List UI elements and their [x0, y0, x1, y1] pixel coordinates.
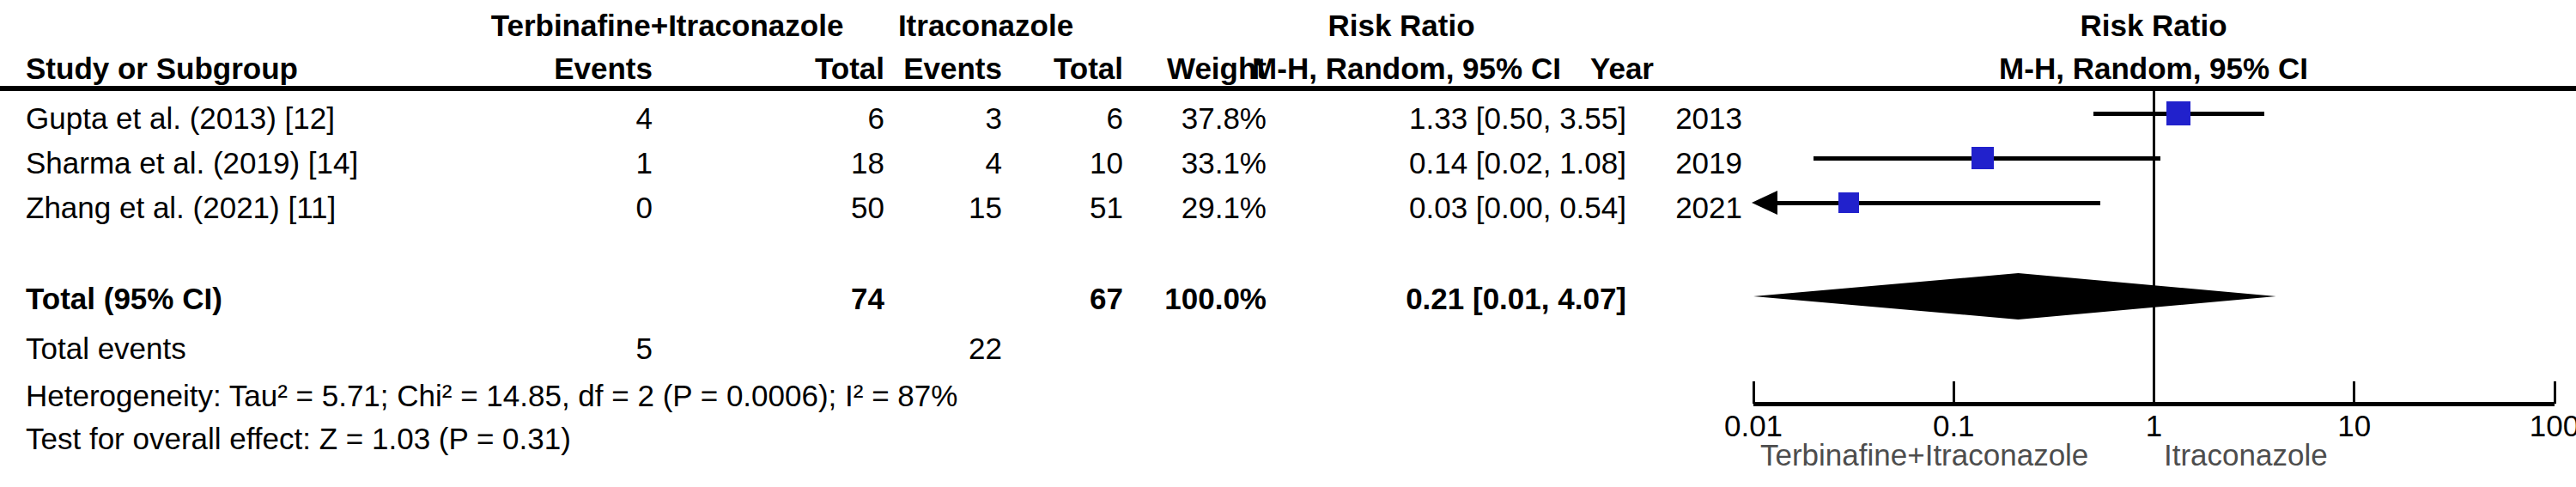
- x-axis-tick-label: 100: [2530, 407, 2576, 445]
- year-value: 2021: [1675, 187, 1742, 228]
- header-year: Year: [1590, 48, 1654, 89]
- total-control-sum: 67: [1090, 278, 1123, 320]
- favours-control-label: Itraconazole: [2164, 436, 2328, 474]
- weight-value: 37.8%: [1182, 98, 1267, 139]
- total-events-treatment: 5: [636, 328, 653, 369]
- study-name: Sharma et al. (2019) [14]: [26, 143, 358, 184]
- total-treatment-value: 18: [851, 143, 884, 184]
- header-total-control: Total: [1054, 48, 1123, 89]
- effect-square: [1971, 147, 1994, 169]
- overall-effect-stats: Test for overall effect: Z = 1.03 (P = 0…: [26, 418, 571, 460]
- x-axis-tick: [1753, 381, 1755, 404]
- header-events-treatment: Events: [554, 48, 653, 89]
- effect-square: [1838, 192, 1859, 213]
- total-treatment-sum: 74: [851, 278, 884, 320]
- study-name: Zhang et al. (2021) [11]: [26, 187, 336, 228]
- total-weight: 100.0%: [1164, 278, 1267, 320]
- header-study-or-subgroup: Study or Subgroup: [26, 48, 298, 89]
- header-total-treatment: Total: [815, 48, 884, 89]
- forest-plot-figure: Terbinafine+Itraconazole Itraconazole Ri…: [0, 0, 2576, 487]
- reference-line-rr1: [2153, 89, 2155, 406]
- total-events-control: 22: [969, 328, 1002, 369]
- header-events-control: Events: [903, 48, 1002, 89]
- events-treatment-value: 1: [636, 143, 653, 184]
- ci-line: [1764, 201, 2100, 205]
- x-axis-tick-label: 10: [2337, 407, 2371, 445]
- year-value: 2019: [1675, 143, 1742, 184]
- total-control-value: 10: [1090, 143, 1123, 184]
- header-group-treatment: Terbinafine+Itraconazole: [491, 5, 844, 46]
- total-control-value: 6: [1107, 98, 1123, 139]
- total-treatment-value: 50: [851, 187, 884, 228]
- header-method-text-column: M-H, Random, 95% CI: [1252, 48, 1561, 89]
- events-control-value: 15: [969, 187, 1002, 228]
- risk-ratio-ci-value: 1.33 [0.50, 3.55]: [1409, 98, 1626, 139]
- header-method-plot-column: M-H, Random, 95% CI: [1999, 48, 2308, 89]
- effect-square: [2166, 101, 2190, 125]
- risk-ratio-ci-value: 0.14 [0.02, 1.08]: [1409, 143, 1626, 184]
- x-axis-tick: [2554, 381, 2556, 404]
- pooled-risk-ratio-ci: 0.21 [0.01, 4.07]: [1406, 278, 1626, 320]
- favours-treatment-label: Terbinafine+Itraconazole: [1760, 436, 2088, 474]
- study-name: Gupta et al. (2013) [12]: [26, 98, 335, 139]
- header-separator-line: [0, 86, 2576, 91]
- heterogeneity-stats: Heterogeneity: Tau² = 5.71; Chi² = 14.85…: [26, 375, 957, 417]
- events-control-value: 3: [986, 98, 1002, 139]
- events-treatment-value: 0: [636, 187, 653, 228]
- total-events-label: Total events: [26, 328, 186, 369]
- header-risk-ratio-text-column: Risk Ratio: [1327, 5, 1474, 46]
- year-value: 2013: [1675, 98, 1742, 139]
- weight-value: 33.1%: [1182, 143, 1267, 184]
- pooled-diamond: [1753, 273, 2276, 320]
- total-treatment-value: 6: [868, 98, 884, 139]
- weight-value: 29.1%: [1182, 187, 1267, 228]
- events-control-value: 4: [986, 143, 1002, 184]
- header-group-control: Itraconazole: [898, 5, 1073, 46]
- risk-ratio-ci-value: 0.03 [0.00, 0.54]: [1409, 187, 1626, 228]
- events-treatment-value: 4: [636, 98, 653, 139]
- x-axis-tick: [1953, 381, 1955, 404]
- total-label: Total (95% CI): [26, 278, 222, 320]
- x-axis-tick: [2153, 381, 2155, 404]
- total-control-value: 51: [1090, 187, 1123, 228]
- header-risk-ratio-plot-column: Risk Ratio: [2080, 5, 2227, 46]
- x-axis-tick-label: 1: [2146, 407, 2162, 445]
- x-axis-tick: [2353, 381, 2355, 404]
